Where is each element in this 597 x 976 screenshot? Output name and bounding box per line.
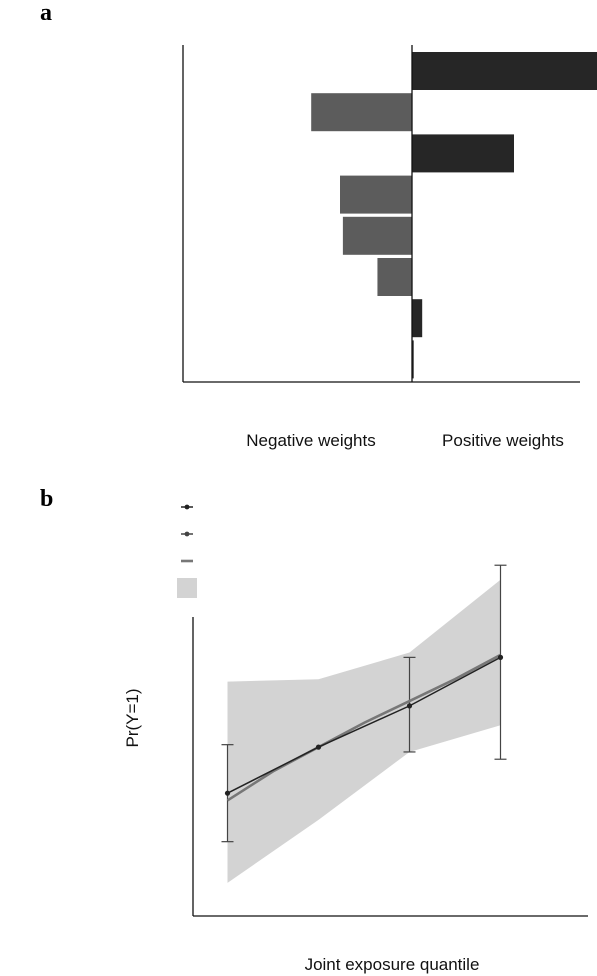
bar-butylcarnitine <box>340 175 412 214</box>
bar-palmitoylcarnitine <box>412 340 414 379</box>
negative-weights-label: Negative weights <box>246 431 375 450</box>
msm-point <box>315 744 322 750</box>
bar-myristoylcarnitine <box>342 216 412 255</box>
legend-swatch-dot <box>184 504 190 510</box>
msm-fit-line <box>227 656 501 794</box>
legend-swatch-band <box>177 578 197 598</box>
legend-swatch-dot <box>184 531 190 537</box>
legend <box>177 504 197 598</box>
msm-point <box>406 703 413 709</box>
panel-letter-a: a <box>40 0 52 26</box>
bar-carnitine <box>311 93 412 132</box>
bar-octanoylcarnitine <box>412 52 597 90</box>
y-axis-title: Pr(Y=1) <box>123 688 142 747</box>
positive-weights-label: Positive weights <box>442 431 564 450</box>
bar-propionylcarnitine <box>377 258 412 296</box>
model-confidence-band <box>227 579 501 883</box>
panel-letter-b: b <box>40 486 53 512</box>
msm-point <box>224 790 231 796</box>
msm-point <box>497 654 504 660</box>
bar-isovalerylcarnitine <box>412 299 423 338</box>
panel-b: b Joint exposure quantile Pr(Y=1) <box>40 486 588 974</box>
panel-a: a Negative weights Positive weights <box>40 0 597 450</box>
x-axis-title: Joint exposure quantile <box>305 955 480 974</box>
bar-acetylcarnitine <box>412 134 514 173</box>
smooth-conditional-fit-line <box>226 653 502 802</box>
